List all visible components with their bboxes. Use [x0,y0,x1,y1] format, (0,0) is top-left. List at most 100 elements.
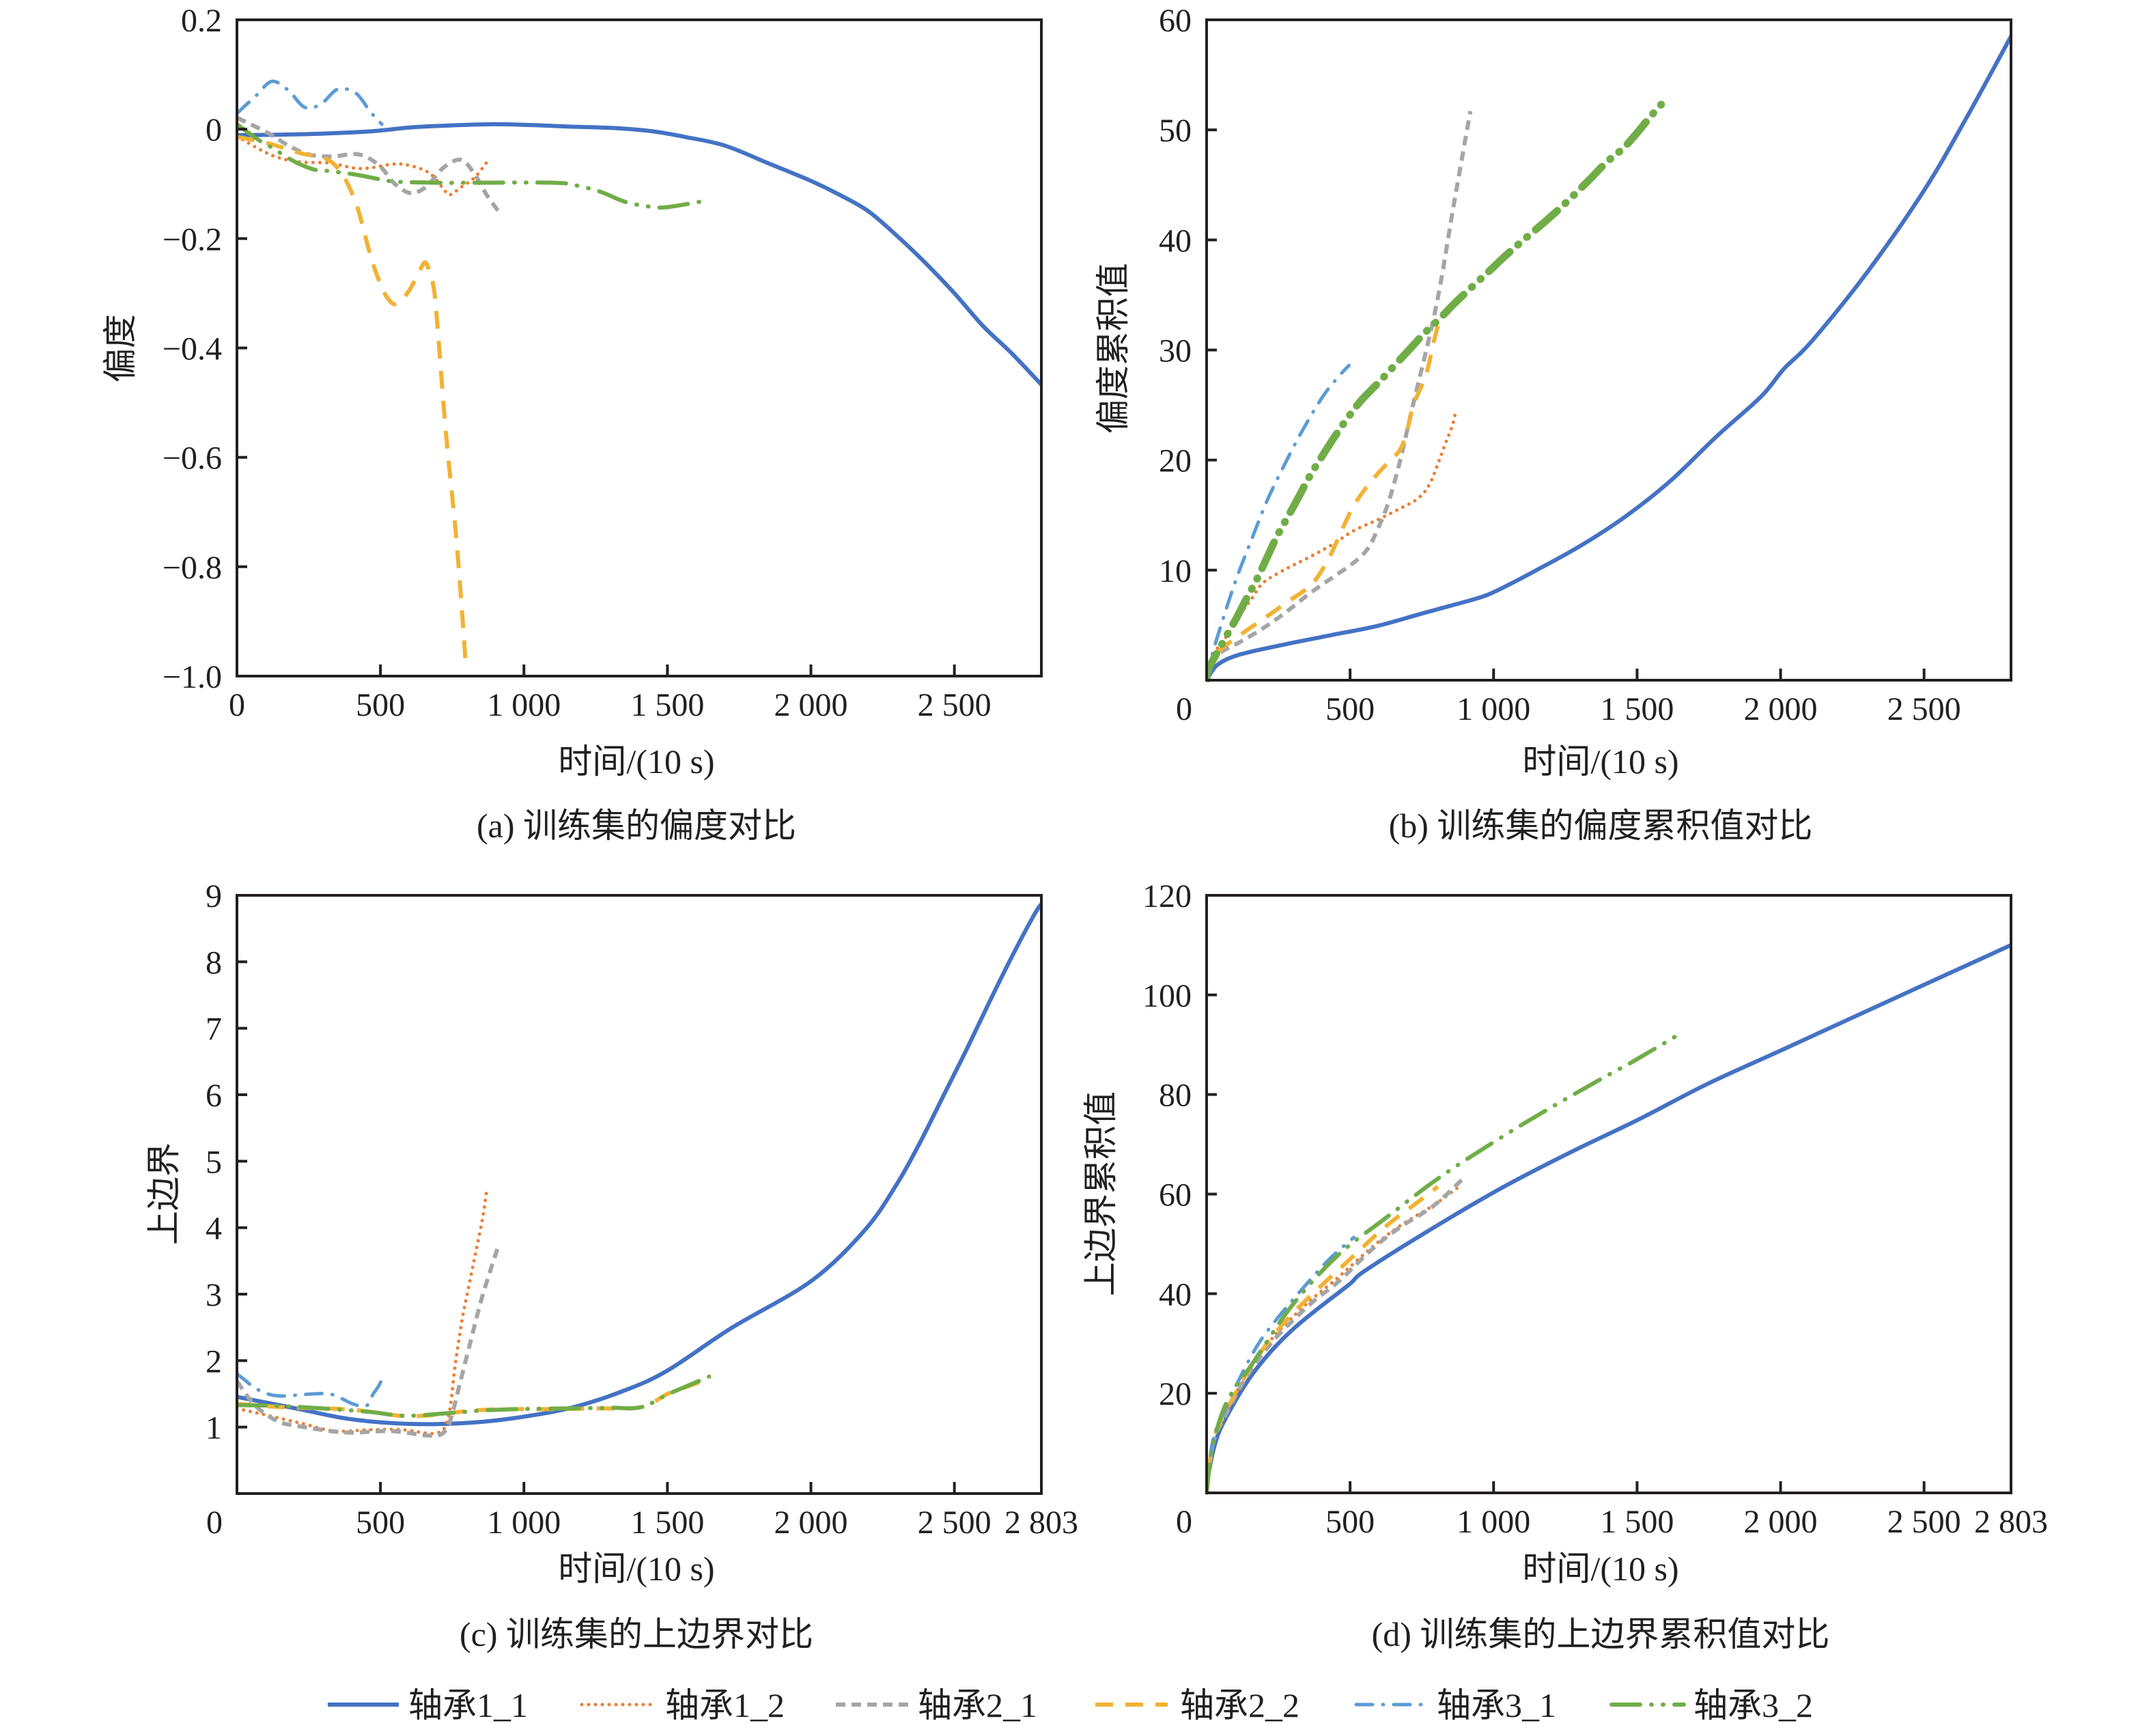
series-line-bearing-2-1 [237,115,502,215]
y-axis-title: 上边界 [145,1143,183,1245]
legend-label: 轴承3_2 [1693,1686,1813,1724]
y-tick-label: −1.0 [163,659,222,695]
origin-tick-label: 0 [206,1504,223,1541]
y-tick-label: 30 [1159,333,1192,369]
series-line-bearing-1-1 [1207,943,2011,1494]
series-group [1207,943,2011,1495]
plot-frame [236,18,1043,677]
chart-caption: (c) 训练集的上边界对比 [460,1615,813,1653]
x-tick-label: 500 [356,1504,405,1541]
series-line-bearing-1-2 [1207,410,1458,682]
y-tick-label: 60 [1159,1177,1192,1214]
x-tick-label: 500 [1325,691,1375,727]
x-tick-label: 2 000 [1744,1504,1818,1540]
y-tick-label: 20 [1159,1376,1192,1412]
y-tick-label: −0.8 [163,550,222,586]
x-tick-label: 2 500 [1887,691,1961,727]
panel-d-labels: 时间/(10 s) 上边界累积值 (d) 训练集的上边界累积值对比 [1082,1091,1829,1653]
legend-item-bearing-2-2: 轴承2_2 [1095,1686,1299,1724]
series-line-bearing-1-1 [237,902,1041,1427]
y-tick-label: 40 [1159,223,1192,259]
y-tick-label: 0 [206,112,222,148]
series-line-bearing-2-2 [237,135,468,659]
y-tick-label: 10 [1159,553,1192,589]
y-axis-title: 偏度 [101,314,139,382]
series-group [237,79,1041,659]
series-line-bearing-1-2 [237,134,490,197]
charts: 0.20−0.2−0.4−0.6−0.8−1.00 500 1 000 1 500 2 … [163,3,2048,1541]
legend-label: 轴承2_1 [918,1686,1037,1724]
x-tick-label: 500 [1325,1504,1375,1540]
y-tick-label: 20 [1159,443,1192,479]
series-line-bearing-3-1 [237,1372,386,1408]
panel-c-labels: 时间/(10 s) 上边界 (c) 训练集的上边界对比 [145,1143,813,1653]
series-line-bearing-3-1 [1207,1235,1356,1495]
series-line-bearing-3-1 [237,79,384,126]
y-tick-label: 6 [206,1078,222,1114]
x-tick-label: 1 000 [487,1504,561,1541]
x-tick-label: 500 [356,687,405,723]
chart-caption: (b) 训练集的偏度累积值对比 [1389,807,1813,845]
series-line-bearing-1-2 [237,1191,488,1436]
y-tick-label: −0.2 [163,221,222,257]
x-tick-label: 0 [229,687,245,723]
y-tick-label: 4 [206,1211,222,1247]
y-tick-label: 2 [206,1343,222,1380]
legend: 轴承1_1 轴承1_2 轴承2_1 轴承2_2 轴承3_1 轴承3_2 [328,1686,1813,1724]
series-line-bearing-2-1 [1207,1175,1466,1494]
y-tick-label: −0.6 [163,440,222,477]
chart-panel-d: 20 40 60 80 100 120 500 1 000 1 500 2 000 2 500 2 8… [1142,878,2048,1540]
x-tick-label: 2 500 [1887,1504,1961,1540]
x-tick-label: 1 500 [1600,691,1674,727]
x-tick-label: 2 803 [1974,1504,2048,1540]
chart-panel-a: 0.20−0.2−0.4−0.6−0.8−1.00 500 1 000 1 500 2 … [163,3,1043,723]
x-axis-title: 时间/(10 s) [558,1550,714,1588]
series-line-bearing-3-2 [1207,94,1671,682]
y-tick-label: 120 [1142,878,1192,914]
legend-item-bearing-1-1: 轴承1_1 [328,1686,528,1724]
series-line-bearing-3-2 [237,1374,712,1418]
x-tick-label: 1 500 [630,687,704,723]
series-line-bearing-1-1 [1207,35,2011,682]
x-tick-label: 2 000 [1744,691,1818,727]
y-tick-label: 100 [1142,978,1192,1014]
chart-caption: (d) 训练集的上边界累积值对比 [1372,1615,1830,1653]
y-tick-label: 60 [1159,3,1192,39]
x-tick-label: 1 000 [1457,691,1530,727]
y-tick-label: 50 [1159,113,1192,149]
series-line-bearing-2-2 [1207,325,1440,682]
origin-tick-label: 0 [1176,1504,1192,1540]
panel-b-labels: 时间/(10 s) 偏度累积值 (b) 训练集的偏度累积值对比 [1094,263,1812,845]
legend-item-bearing-3-1: 轴承3_1 [1354,1686,1556,1724]
y-tick-label: 8 [206,944,222,981]
x-tick-label: 2 803 [1004,1504,1078,1541]
y-tick-label: 9 [206,878,222,914]
legend-item-bearing-3-2: 轴承3_2 [1609,1686,1813,1724]
series-line-bearing-2-2 [1207,1185,1439,1494]
y-tick-label: 0.2 [181,3,222,39]
y-axis-title: 偏度累积值 [1094,263,1132,434]
series-line-bearing-3-2 [237,122,704,210]
panel-a-labels: 时间/(10 s) 偏度 (a) 训练集的偏度对比 [101,314,796,845]
y-tick-label: −0.4 [163,331,222,367]
x-axis-title: 时间/(10 s) [1522,742,1678,781]
y-tick-label: 1 [206,1410,222,1446]
plot-frame [1205,894,2012,1494]
chart-panel-b: 10 20 30 40 50 60 500 1 000 1 500 2 000 2 500 0 [1159,3,2012,727]
x-axis-title: 时间/(10 s) [558,742,714,781]
y-tick-label: 7 [206,1011,222,1048]
y-axis-title: 上边界累积值 [1082,1091,1120,1296]
y-tick-label: 40 [1159,1276,1192,1313]
y-tick-label: 3 [206,1277,222,1313]
legend-item-bearing-2-1: 轴承2_1 [836,1686,1037,1724]
legend-label: 轴承1_1 [408,1686,528,1724]
y-tick-label: 5 [206,1144,222,1180]
x-tick-label: 2 000 [774,687,848,723]
origin-tick-label: 0 [1176,691,1192,727]
y-tick-label: 80 [1159,1078,1192,1114]
series-line-bearing-3-2 [1207,1033,1680,1495]
x-tick-label: 2 000 [774,1504,848,1541]
x-tick-label: 2 500 [918,687,992,723]
